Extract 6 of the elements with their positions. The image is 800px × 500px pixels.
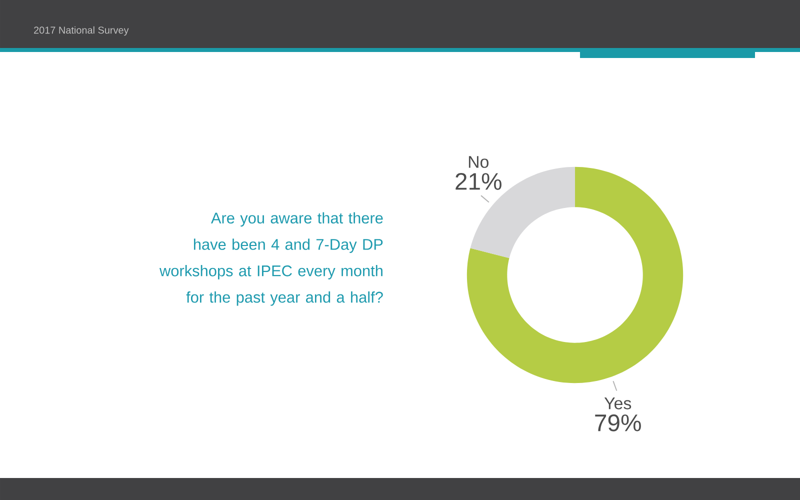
data-label: 21% — [456, 172, 502, 190]
text: Are you aware that there have been 4 and 7-Day DP workshops at IPEC every month for the past year and a half? — [159, 212, 383, 306]
slice-label: Yes — [604, 398, 632, 410]
slice-label: No — [468, 156, 488, 168]
text: 2017 National Survey — [34, 26, 129, 36]
data-label: 79% — [595, 414, 641, 432]
